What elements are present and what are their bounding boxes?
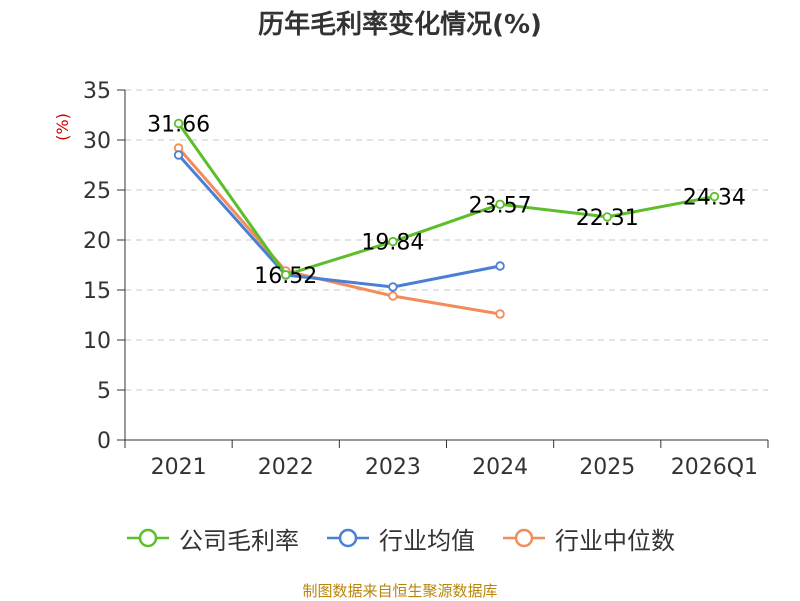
data-labels: 31.66 16.52 19.84 23.57 22.31 24.34 [147, 112, 746, 288]
data-point [709, 191, 720, 202]
data-point [281, 270, 291, 280]
y-tick-label: 35 [83, 79, 111, 104]
chart-title: 历年毛利率变化情况(%) [258, 10, 542, 40]
legend-label-company: 公司毛利率 [179, 526, 299, 555]
y-tick-label: 15 [83, 279, 111, 304]
legend: 公司毛利率 行业均值 行业中位数 [0, 518, 800, 558]
legend-marker-company [127, 528, 169, 548]
x-tick-label: 2021 [151, 455, 207, 480]
series-layer [173, 118, 720, 319]
series-line-0 [177, 122, 715, 277]
x-tick-label: 2026Q1 [671, 455, 758, 480]
legend-label-industry-mean: 行业均值 [379, 526, 475, 555]
x-tick-label: 2025 [579, 455, 635, 480]
legend-item-industry-median[interactable]: 行业中位数 [501, 521, 675, 556]
x-tick-label: 2023 [365, 455, 421, 480]
data-point [173, 118, 184, 129]
source-note: 制图数据来自恒生聚源数据库 [302, 582, 498, 600]
data-point [388, 291, 398, 301]
legend-item-company[interactable]: 公司毛利率 [125, 521, 299, 556]
y-tick-label: 5 [97, 379, 111, 404]
legend-label-industry-median: 行业中位数 [555, 526, 675, 555]
legend-marker-industry-mean [327, 528, 369, 548]
data-point [388, 282, 398, 292]
data-point [495, 261, 505, 271]
y-tick-label: 25 [83, 179, 111, 204]
x-tick-label: 2022 [258, 455, 314, 480]
data-point [495, 199, 505, 209]
y-tick-label: 0 [97, 429, 111, 454]
legend-marker-industry-median [503, 528, 545, 548]
x-tick-label: 2024 [472, 455, 528, 480]
data-label: 23.57 [469, 193, 532, 218]
data-point [173, 150, 184, 160]
legend-item-industry-mean[interactable]: 行业均值 [325, 521, 475, 556]
data-point [602, 212, 612, 222]
data-point [388, 236, 398, 247]
y-tick-label: 30 [83, 129, 111, 154]
data-point [495, 309, 505, 319]
series-line-1 [177, 154, 501, 289]
data-label: 16.52 [254, 264, 317, 289]
data-label: 31.66 [147, 112, 210, 137]
y-tick-label: 20 [83, 229, 111, 254]
y-tick-label: 10 [83, 329, 111, 354]
gridlines [125, 89, 768, 391]
series-line-2 [177, 147, 501, 316]
data-label: 19.84 [361, 231, 424, 256]
data-label: 24.34 [683, 186, 746, 211]
data-label: 22.31 [576, 206, 639, 231]
y-axis-label: (%) [53, 113, 72, 141]
